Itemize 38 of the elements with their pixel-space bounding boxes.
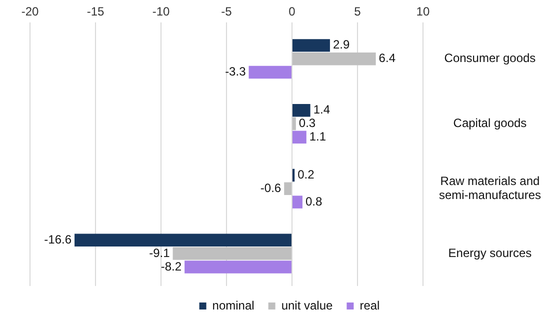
data-label: 1.1 (309, 129, 326, 144)
data-label: -0.6 (260, 180, 282, 195)
x-tick-label: -20 (21, 4, 39, 19)
y-tick-label: Capital goods (453, 116, 527, 130)
data-label: 0.3 (298, 116, 316, 130)
bar (74, 234, 292, 247)
bar (292, 52, 376, 66)
data-label: 2.9 (332, 38, 350, 52)
data-label: -16.6 (44, 232, 72, 246)
data-label: -3.3 (225, 64, 246, 79)
data-label: 1.4 (313, 102, 330, 117)
bar (292, 39, 330, 52)
data-label: 6.4 (378, 51, 396, 66)
x-tick-label: 10 (416, 4, 430, 19)
bar (284, 182, 292, 196)
legend-label: nominal (212, 298, 254, 312)
y-tick-label: Consumer goods (444, 51, 536, 66)
bar (292, 168, 295, 182)
x-tick-label: -10 (152, 4, 170, 19)
legend-label: real (360, 298, 380, 312)
bar (292, 130, 306, 144)
bar (292, 104, 310, 117)
legend-label: unit value (281, 298, 334, 312)
bar (292, 196, 302, 208)
x-tick-label: -5 (221, 4, 232, 19)
x-tick-label: -15 (86, 4, 104, 19)
data-label: 0.8 (305, 194, 322, 208)
bar (184, 260, 292, 274)
y-tick-label: Raw materials and semi-manufactures (438, 174, 542, 202)
x-tick-label: 5 (354, 4, 362, 19)
bar (248, 66, 292, 79)
x-tick-label: 0 (288, 4, 296, 19)
bar (292, 117, 296, 130)
data-label: -8.2 (160, 259, 182, 274)
bar (172, 247, 292, 260)
y-tick-label: Energy sources (448, 246, 532, 260)
data-label: -9.1 (149, 246, 170, 260)
data-label: 0.2 (298, 168, 315, 182)
